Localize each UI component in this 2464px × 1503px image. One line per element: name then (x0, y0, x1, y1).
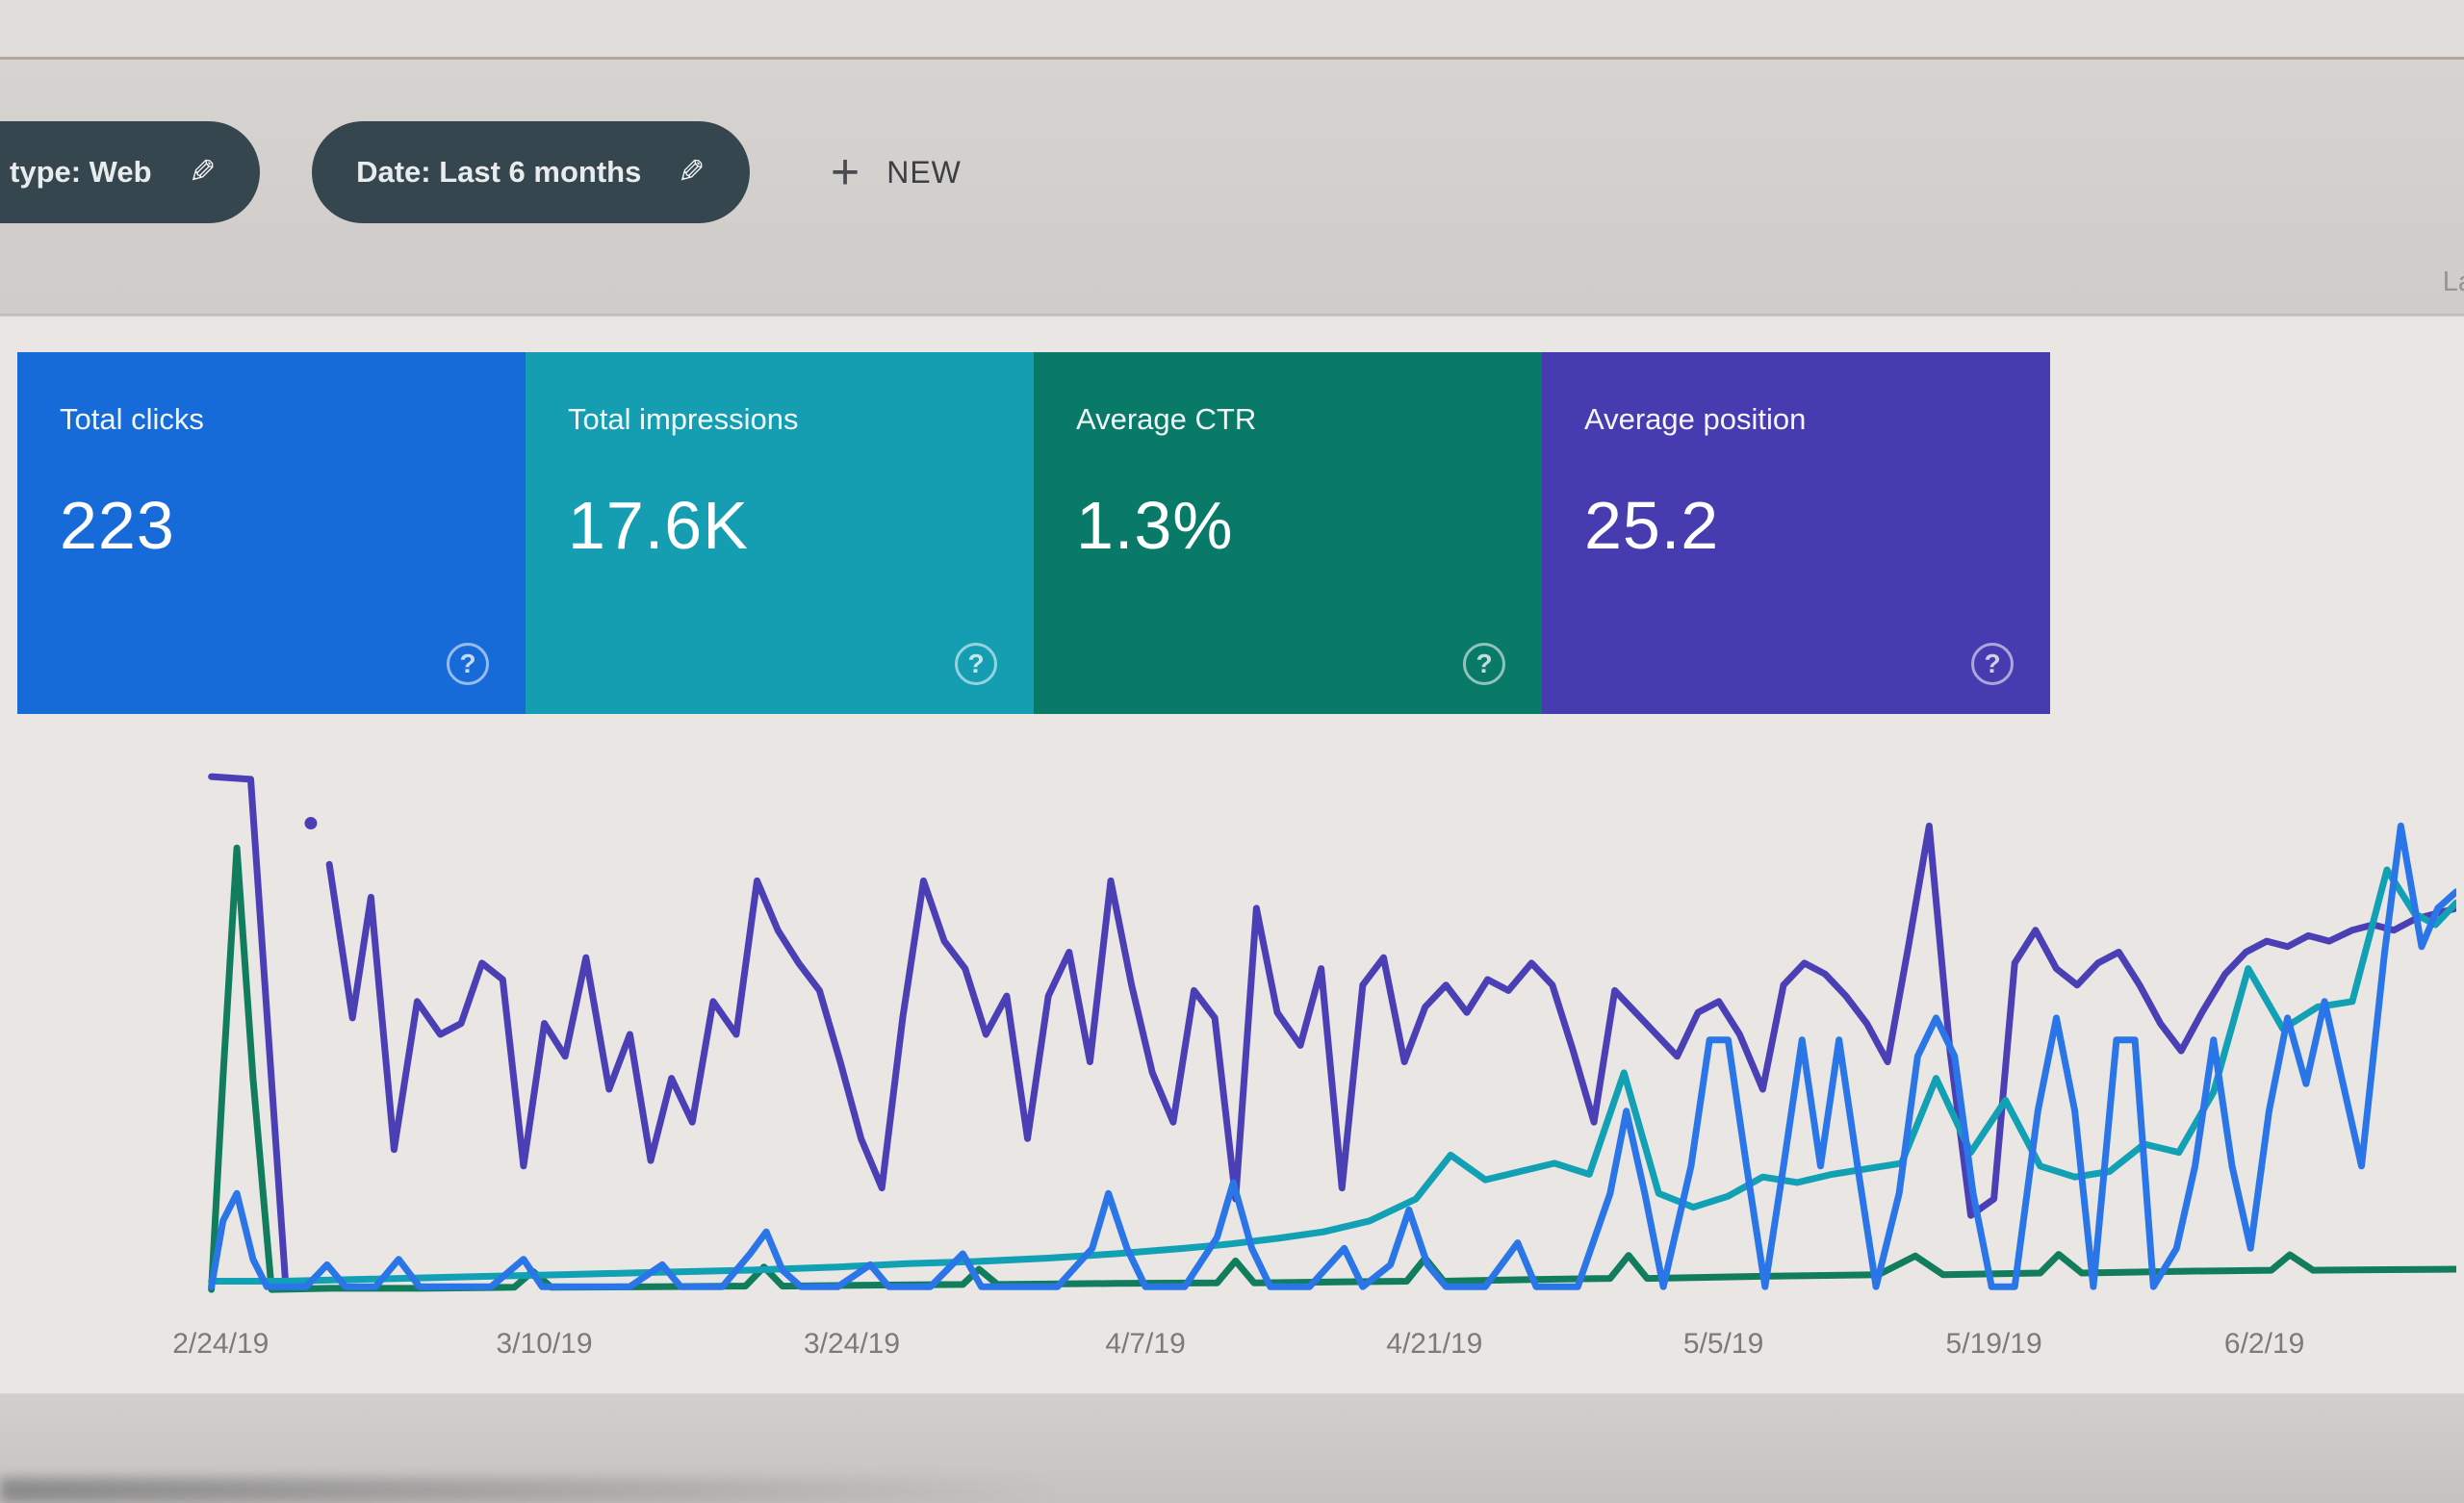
metric-cards-row: Total clicks 223 ? Total impressions 17.… (0, 317, 2052, 714)
x-axis-tick: 6/2/19 (2223, 1328, 2305, 1360)
metric-value: 223 (60, 488, 175, 563)
chart-line (212, 777, 286, 1281)
total-impressions-card[interactable]: Total impressions 17.6K ? (526, 352, 1034, 714)
chart-line (212, 826, 2456, 1286)
x-axis-tick: 3/24/19 (803, 1328, 901, 1360)
average-ctr-card[interactable]: Average CTR 1.3% ? (1034, 352, 1542, 714)
performance-chart-panel: 2/24/19 3/10/19 3/24/19 4/7/19 4/21/19 5… (0, 714, 2464, 1392)
metric-value: 1.3% (1076, 488, 1234, 563)
chart-x-axis: 2/24/19 3/10/19 3/24/19 4/7/19 4/21/19 5… (144, 1328, 2456, 1370)
chart-line (212, 848, 2456, 1289)
date-filter-chip[interactable]: Date: Last 6 months ✎ (312, 121, 750, 223)
help-icon[interactable]: ? (955, 643, 997, 685)
total-clicks-card[interactable]: Total clicks 223 ? (17, 352, 526, 714)
plus-icon: + (830, 144, 860, 200)
search-type-filter-chip[interactable]: type: Web ✎ (0, 121, 261, 223)
help-icon[interactable]: ? (1463, 643, 1505, 685)
date-chip-label: Date: Last 6 months (356, 155, 642, 189)
x-axis-tick: 3/10/19 (496, 1328, 593, 1360)
monitor-bottom-strip (0, 1394, 2464, 1503)
search-type-chip-label: type: Web (10, 155, 152, 189)
metric-label: Average position (1584, 402, 1807, 436)
metric-label: Average CTR (1076, 402, 1257, 436)
performance-line-chart[interactable] (144, 760, 2456, 1309)
x-axis-tick: 4/21/19 (1386, 1328, 1483, 1360)
filter-bar: type: Web ✎ Date: Last 6 months ✎ + NEW … (0, 60, 2464, 316)
metric-label: Total clicks (60, 402, 204, 436)
pencil-icon[interactable]: ✎ (678, 154, 706, 191)
performance-report-content: Total clicks 223 ? Total impressions 17.… (0, 316, 2464, 1393)
average-position-card[interactable]: Average position 25.2 ? (1542, 352, 2050, 714)
help-icon[interactable]: ? (447, 643, 489, 685)
filter-chips-row: type: Web ✎ Date: Last 6 months ✎ + NEW (0, 121, 962, 223)
chart-line (212, 870, 2456, 1282)
metric-value: 25.2 (1584, 488, 1720, 563)
x-axis-tick: 2/24/19 (172, 1328, 270, 1360)
x-axis-tick: 5/19/19 (1945, 1328, 2042, 1360)
x-axis-tick: 5/5/19 (1682, 1328, 1764, 1360)
pencil-icon[interactable]: ✎ (188, 154, 217, 191)
x-axis-tick: 4/7/19 (1105, 1328, 1186, 1360)
chart-line (329, 826, 2456, 1215)
chart-canvas (144, 760, 2456, 1309)
metric-value: 17.6K (568, 488, 749, 563)
new-filter-button[interactable]: + NEW (831, 147, 962, 197)
metric-label: Total impressions (568, 402, 799, 436)
monitor-top-strip (0, 0, 2464, 60)
new-button-label: NEW (886, 154, 962, 190)
help-icon[interactable]: ? (1971, 643, 2014, 685)
last-updated-truncated-text: La (2442, 267, 2464, 297)
